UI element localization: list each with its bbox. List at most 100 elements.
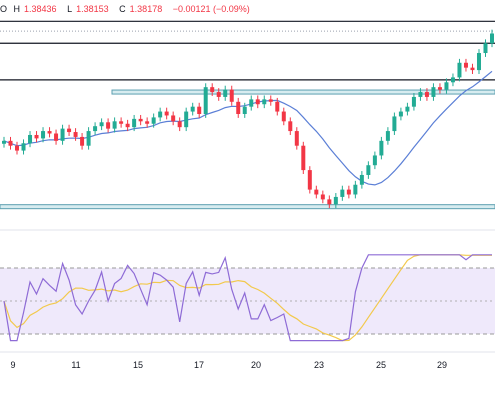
x-tick-label: 23 [314,360,324,370]
candle-body [398,111,403,117]
x-tick-label: 20 [251,360,261,370]
close-label: C 1.38178 [119,4,163,14]
x-axis: 9 11 15 17 20 23 25 29 [10,360,447,370]
candle-body [340,189,345,197]
change-value: −0.00121 (−0.09%) [172,4,250,14]
candle-body [132,118,137,128]
candle-body [2,140,6,144]
candle-body [190,106,195,112]
candle-body [106,122,111,129]
candle-body [307,170,312,190]
candle-body [424,92,429,97]
ohlc-readout: O H 1.38436 L 1.38153 C 1.38178 −0.00121 (−… [0,4,254,14]
candle-body [431,87,436,97]
candle-body [255,99,260,105]
candle-body [145,121,150,124]
candle-body [437,87,442,90]
candle-body [171,115,176,122]
ma-line [3,70,493,186]
candle-body [28,134,33,144]
candle-body [125,123,130,128]
candle-body [314,189,319,195]
candle-body [281,111,286,122]
rsi-band [0,268,495,334]
candle-body [457,62,462,78]
candle-body [470,67,475,71]
candle-body [21,143,26,151]
candle-body [288,121,293,132]
candle-body [385,131,390,141]
x-tick-label: 11 [71,360,80,370]
candle-body [483,43,488,54]
candle-body [99,122,104,127]
candle-body [372,155,377,166]
x-tick-label: 15 [133,360,143,370]
candle-body [93,126,98,132]
candle-body [301,145,306,171]
candle-body [47,131,52,134]
rsi-ma-line [3,254,492,342]
x-tick-label: 25 [376,360,386,370]
candle-body [8,140,13,146]
low-label: L 1.38153 [67,4,109,14]
candle-body [210,87,215,93]
candle-body [268,99,273,102]
candle-body [138,118,143,122]
x-tick-label: 29 [437,360,447,370]
candle-body [158,111,163,118]
candle-body [15,145,20,151]
candle-body [242,106,247,114]
candle-body [463,62,468,68]
candle-body [262,99,267,105]
candle-body [490,33,494,44]
moving-average [3,70,493,186]
candle-body [444,82,449,90]
candle-body [346,189,351,195]
candle-body [450,77,455,83]
candle-body [418,92,423,97]
high-label: H 1.38436 [13,4,57,14]
candle-body [327,199,332,205]
level-band [0,204,495,210]
candle-body [67,128,72,133]
candlesticks [2,29,494,209]
candle-body [177,121,182,128]
candle-body [216,92,221,97]
candle-body [294,131,299,146]
candle-body [392,116,397,132]
candle-body [405,106,410,112]
candle-body [119,121,124,124]
candle-body [73,132,78,137]
horizontal-levels [0,20,495,210]
candle-body [411,96,416,107]
candle-body [184,111,189,128]
candle-body [54,133,59,141]
candle-body [249,99,254,107]
open-label-fragment: O [0,4,8,14]
candle-body [151,117,156,124]
x-tick-label: 17 [194,360,204,370]
candle-body [476,53,481,71]
candle-body [80,136,85,146]
candle-body [41,131,46,139]
candle-body [366,165,371,175]
candle-body [275,101,280,112]
candle-body [60,128,65,141]
candle-body [229,89,234,102]
rsi-line [3,254,492,342]
candle-body [333,196,338,205]
candle-body [197,106,202,114]
rsi-pane [0,254,495,342]
candle-body [236,101,241,114]
x-tick-label: 9 [10,360,15,370]
level-band [111,89,495,95]
candle-body [86,131,91,146]
candle-body [379,140,384,156]
candle-body [112,121,117,129]
candle-body [353,184,358,195]
candle-body [164,111,169,116]
candle-body [203,87,208,114]
candle-body [320,194,325,200]
candle-body [34,134,39,139]
